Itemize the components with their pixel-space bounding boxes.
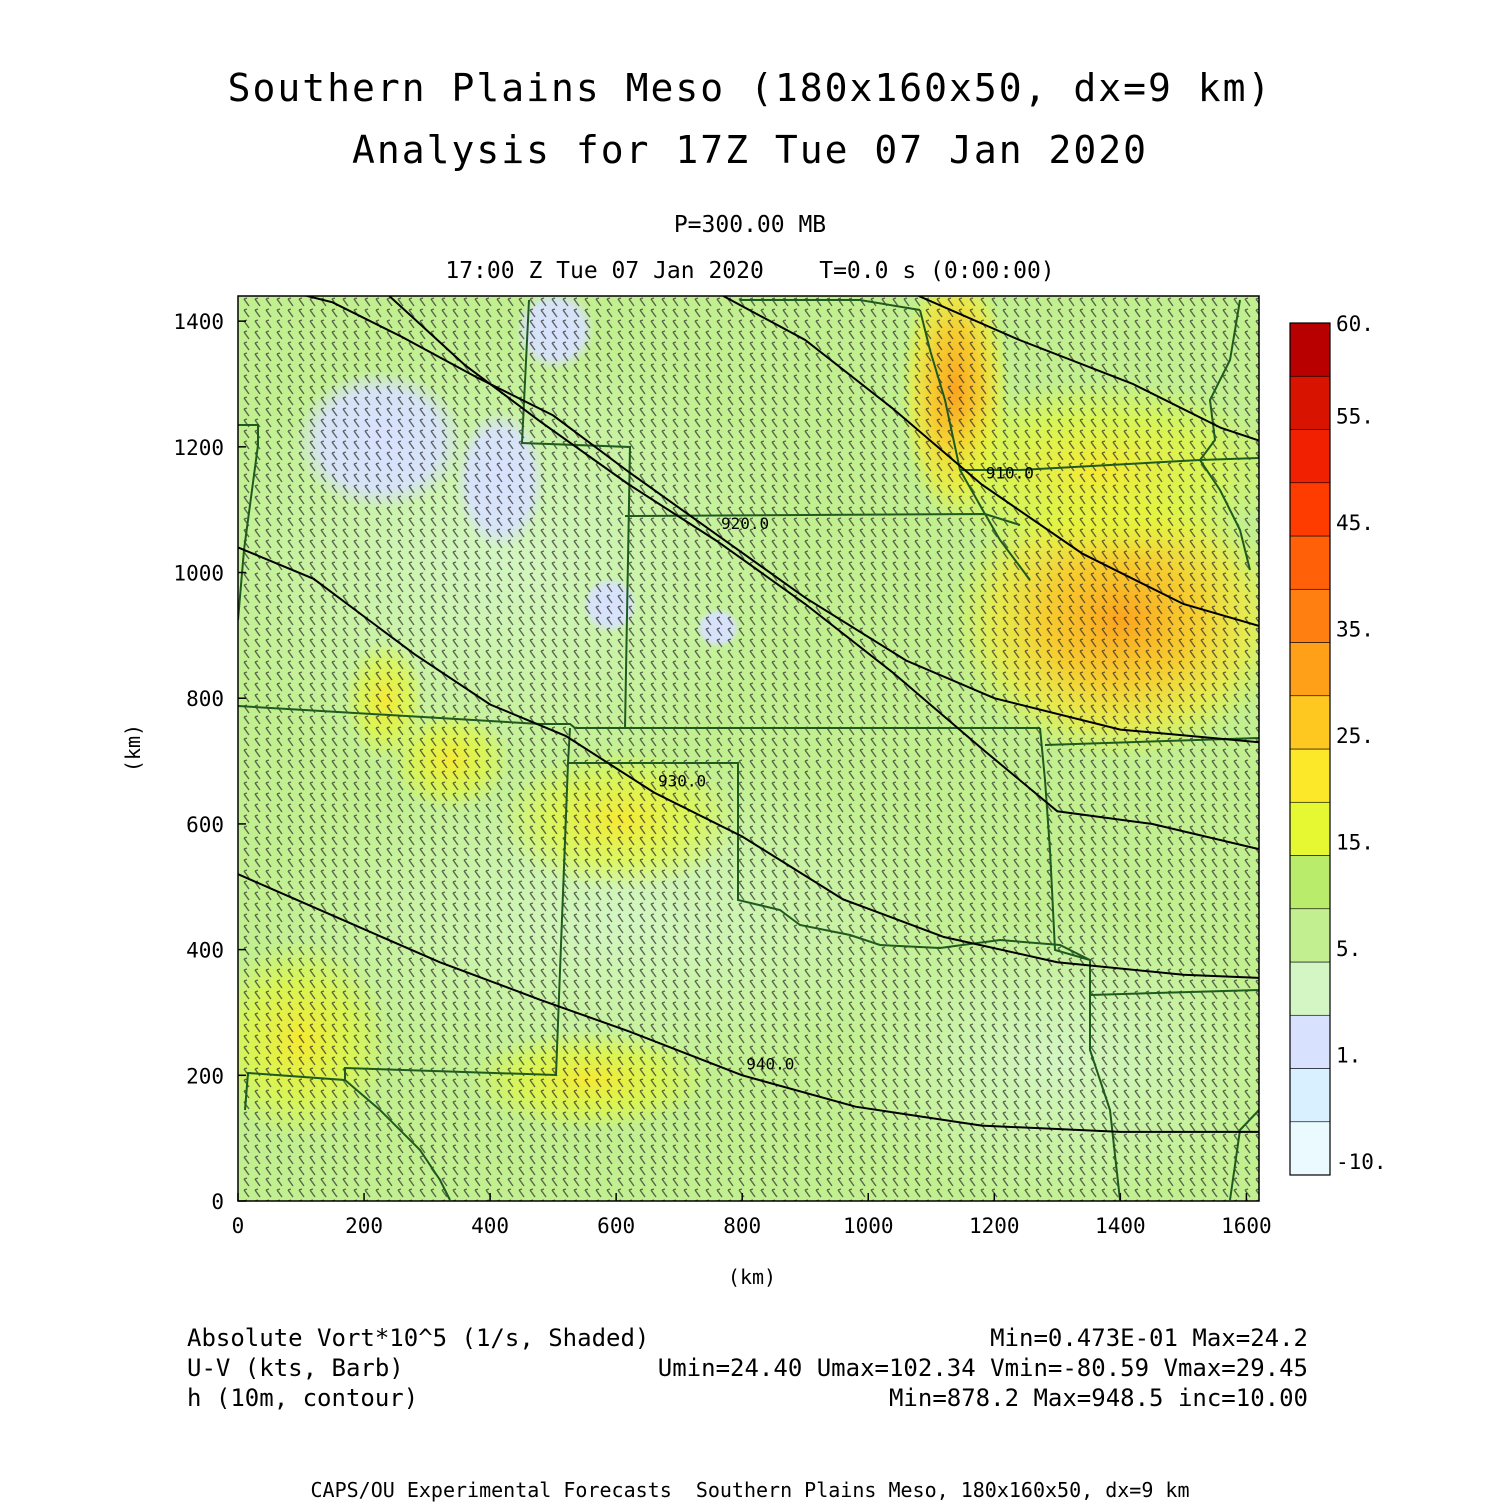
chart-title: Southern Plains Meso (180x160x50, dx=9 k… xyxy=(227,66,1273,110)
vorticity-field: 920.0 930.0 940.0 910.0 xyxy=(238,296,1259,1201)
colorbar-swatch xyxy=(1289,801,1331,856)
colorbar-label: 60. xyxy=(1336,312,1374,336)
colorbar-label: 45. xyxy=(1336,511,1374,535)
colorbar-swatch xyxy=(1289,588,1331,643)
height-contours xyxy=(238,296,1259,1133)
colorbar-frame xyxy=(1289,322,1331,1176)
x-tick-label: 1200 xyxy=(969,1214,1020,1238)
x-axis-label: (km) xyxy=(728,1265,776,1289)
colorbar-label: 25. xyxy=(1336,724,1374,748)
x-tick-label: 200 xyxy=(345,1214,383,1238)
contour-label: 910.0 xyxy=(986,464,1034,483)
height-contour xyxy=(918,296,1259,442)
y-tick-label: 400 xyxy=(186,939,224,963)
colorbar-label: 55. xyxy=(1336,405,1374,429)
y-tick-label: 0 xyxy=(211,1190,224,1214)
pressure-level: P=300.00 MB xyxy=(673,212,827,238)
plot-frame xyxy=(237,295,1260,1202)
x-tick-label: 400 xyxy=(471,1214,509,1238)
colorbar-label: 15. xyxy=(1336,831,1374,855)
y-axis-label: (km) xyxy=(121,724,145,772)
vorticity-stats: Min=0.473E-01 Max=24.2 xyxy=(990,1324,1308,1352)
height-contour xyxy=(303,296,1259,744)
colorbar-swatch xyxy=(1289,642,1331,697)
colorbar-label: -10. xyxy=(1336,1150,1387,1174)
colorbar-swatch xyxy=(1289,748,1331,803)
colorbar-swatch xyxy=(1289,855,1331,910)
chart-subtitle: Analysis for 17Z Tue 07 Jan 2020 xyxy=(351,128,1149,172)
colorbar-swatch xyxy=(1289,1121,1331,1176)
y-tick-label: 1400 xyxy=(173,310,224,334)
y-tick-label: 200 xyxy=(186,1064,224,1088)
x-tick-label: 1600 xyxy=(1221,1214,1272,1238)
x-tick-label: 1000 xyxy=(843,1214,894,1238)
colorbar-swatch xyxy=(1289,535,1331,590)
contour-label: 940.0 xyxy=(746,1054,794,1073)
y-axis: 0 200 400 600 800 1000 1200 1400 xyxy=(173,310,246,1214)
colorbar-swatch xyxy=(1289,695,1331,750)
x-tick-label: 0 xyxy=(232,1214,245,1238)
x-axis: 0 200 400 600 800 1000 1200 1400 1600 xyxy=(232,1193,1272,1238)
height-contour xyxy=(238,873,1259,1133)
x-tick-label: 1400 xyxy=(1095,1214,1146,1238)
colorbar-swatch xyxy=(1289,908,1331,963)
wind-stats: Umin=24.40 Umax=102.34 Vmin=-80.59 Vmax=… xyxy=(657,1354,1308,1382)
colorbar-swatch xyxy=(1289,322,1331,377)
height-legend: h (10m, contour) xyxy=(187,1384,419,1412)
colorbar-label: 1. xyxy=(1336,1044,1361,1068)
height-contour xyxy=(388,296,1259,851)
vorticity-legend: Absolute Vort*10^5 (1/s, Shaded) xyxy=(187,1324,650,1352)
colorbar-label: 35. xyxy=(1336,618,1374,642)
contour-label: 930.0 xyxy=(658,771,706,790)
contour-label: 920.0 xyxy=(721,514,769,533)
colorbar-swatch xyxy=(1289,375,1331,430)
colorbar-swatch xyxy=(1289,482,1331,537)
height-contour xyxy=(722,296,1259,627)
colorbar-swatch xyxy=(1289,1068,1331,1123)
credit-line: CAPS/OU Experimental Forecasts Southern … xyxy=(310,1478,1190,1502)
colorbar-label: 5. xyxy=(1336,937,1361,961)
x-tick-label: 800 xyxy=(723,1214,761,1238)
height-contour xyxy=(238,546,1259,979)
state-boundaries xyxy=(238,299,1259,1201)
y-tick-label: 600 xyxy=(186,813,224,837)
contour-labels: 920.0 930.0 940.0 910.0 xyxy=(658,464,1034,1074)
valid-time: 17:00 Z Tue 07 Jan 2020 T=0.0 s (0:00:00… xyxy=(445,258,1055,284)
x-tick-label: 600 xyxy=(597,1214,635,1238)
colorbar: -10. 1. 5. 15. 25. 35. 45. 55. 60. xyxy=(1289,312,1387,1176)
y-tick-label: 1200 xyxy=(173,436,224,460)
colorbar-swatch xyxy=(1289,1014,1331,1069)
wind-legend: U-V (kts, Barb) xyxy=(187,1354,404,1382)
colorbar-swatch xyxy=(1289,429,1331,484)
y-tick-label: 800 xyxy=(186,687,224,711)
colorbar-swatch xyxy=(1289,961,1331,1016)
wind-barbs xyxy=(238,296,1259,1201)
height-stats: Min=878.2 Max=948.5 inc=10.00 xyxy=(888,1384,1308,1412)
y-tick-label: 1000 xyxy=(173,562,224,586)
